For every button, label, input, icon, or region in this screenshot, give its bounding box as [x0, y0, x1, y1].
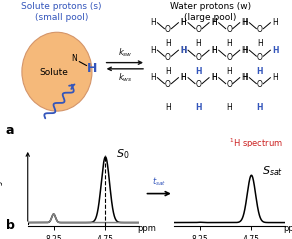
- Text: H: H: [211, 46, 217, 55]
- Text: H: H: [226, 39, 232, 48]
- Text: H: H: [241, 18, 247, 27]
- Text: Solute protons (s)
(small pool): Solute protons (s) (small pool): [21, 2, 102, 22]
- Text: H: H: [180, 46, 186, 55]
- Text: H: H: [195, 67, 202, 76]
- Text: N: N: [72, 54, 77, 63]
- Text: H: H: [150, 46, 156, 55]
- Text: H: H: [150, 18, 156, 27]
- Text: O: O: [196, 53, 201, 62]
- Text: $S_0$: $S_0$: [116, 148, 129, 162]
- Text: H: H: [165, 67, 171, 76]
- Text: H: H: [211, 18, 217, 27]
- Text: H: H: [180, 73, 186, 82]
- Text: $k_{sw}$: $k_{sw}$: [118, 47, 132, 59]
- Text: O: O: [257, 80, 263, 89]
- Text: H: H: [165, 103, 171, 112]
- Text: H: H: [150, 73, 156, 82]
- Text: a: a: [6, 124, 14, 137]
- Text: ppm: ppm: [283, 224, 292, 233]
- Text: ppm: ppm: [137, 224, 156, 233]
- Text: H: H: [196, 39, 201, 48]
- Text: H: H: [165, 39, 171, 48]
- Text: H: H: [257, 67, 263, 76]
- Text: Solute: Solute: [40, 68, 68, 77]
- Text: $^1$H spectrum: $^1$H spectrum: [229, 136, 283, 151]
- Text: H: H: [180, 46, 187, 55]
- Text: H: H: [242, 73, 248, 82]
- Text: b: b: [6, 219, 15, 232]
- Text: H: H: [241, 46, 247, 55]
- Text: H: H: [211, 46, 217, 55]
- Text: H: H: [87, 62, 98, 75]
- Text: H: H: [211, 73, 217, 82]
- Text: O: O: [226, 53, 232, 62]
- Text: $S_{sat}$: $S_{sat}$: [262, 164, 283, 178]
- Text: O: O: [257, 53, 263, 62]
- Text: $t_{sat}$: $t_{sat}$: [152, 175, 166, 188]
- Text: H: H: [226, 103, 232, 112]
- Text: $k_{ws}$: $k_{ws}$: [118, 72, 132, 84]
- Text: H: H: [241, 73, 247, 82]
- Text: H: H: [211, 18, 217, 27]
- Text: O: O: [196, 25, 201, 34]
- Text: H: H: [272, 18, 278, 27]
- Text: H: H: [242, 18, 248, 27]
- Ellipse shape: [22, 32, 92, 111]
- Text: H: H: [272, 46, 278, 55]
- Text: H: H: [226, 67, 232, 76]
- Text: O: O: [196, 80, 201, 89]
- Text: O: O: [165, 53, 171, 62]
- Text: H: H: [180, 18, 186, 27]
- Y-axis label: Proton signal: Proton signal: [0, 169, 3, 219]
- Text: H: H: [242, 46, 248, 55]
- Text: O: O: [257, 25, 263, 34]
- Text: H: H: [211, 73, 217, 82]
- Text: O: O: [165, 25, 171, 34]
- Text: RF: RF: [34, 150, 46, 159]
- Text: H: H: [272, 73, 278, 82]
- Text: O: O: [226, 80, 232, 89]
- Text: O: O: [165, 80, 171, 89]
- Text: H: H: [257, 103, 263, 112]
- Text: O: O: [226, 25, 232, 34]
- Text: H: H: [180, 73, 186, 82]
- Text: Water protons (w)
(large pool): Water protons (w) (large pool): [170, 2, 251, 22]
- Text: H: H: [257, 39, 263, 48]
- Text: H: H: [195, 103, 202, 112]
- Text: H: H: [180, 18, 186, 27]
